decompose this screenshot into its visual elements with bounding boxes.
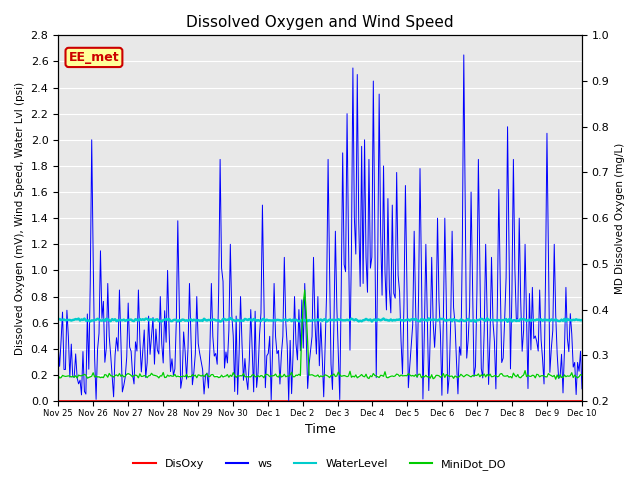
Y-axis label: Dissolved Oxygen (mV), Wind Speed, Water Lvl (psi): Dissolved Oxygen (mV), Wind Speed, Water… bbox=[15, 82, 25, 355]
Legend: DisOxy, ws, WaterLevel, MiniDot_DO: DisOxy, ws, WaterLevel, MiniDot_DO bbox=[129, 455, 511, 474]
Text: EE_met: EE_met bbox=[68, 51, 119, 64]
Title: Dissolved Oxygen and Wind Speed: Dissolved Oxygen and Wind Speed bbox=[186, 15, 454, 30]
Y-axis label: MD Dissolved Oxygen (mg/L): MD Dissolved Oxygen (mg/L) bbox=[615, 143, 625, 294]
X-axis label: Time: Time bbox=[305, 423, 335, 436]
